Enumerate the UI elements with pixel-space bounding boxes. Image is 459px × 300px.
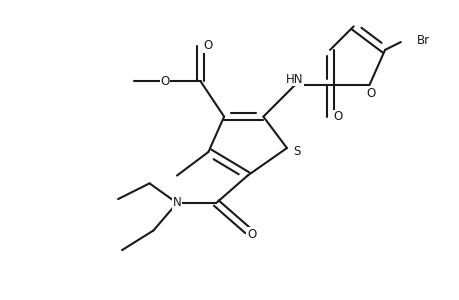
Text: O: O	[333, 110, 342, 123]
Text: O: O	[246, 228, 256, 241]
Text: O: O	[203, 40, 213, 52]
Text: Br: Br	[415, 34, 429, 46]
Text: S: S	[292, 146, 300, 158]
Text: O: O	[366, 87, 375, 100]
Text: N: N	[172, 196, 181, 209]
Text: HN: HN	[285, 73, 303, 86]
Text: O: O	[160, 75, 169, 88]
